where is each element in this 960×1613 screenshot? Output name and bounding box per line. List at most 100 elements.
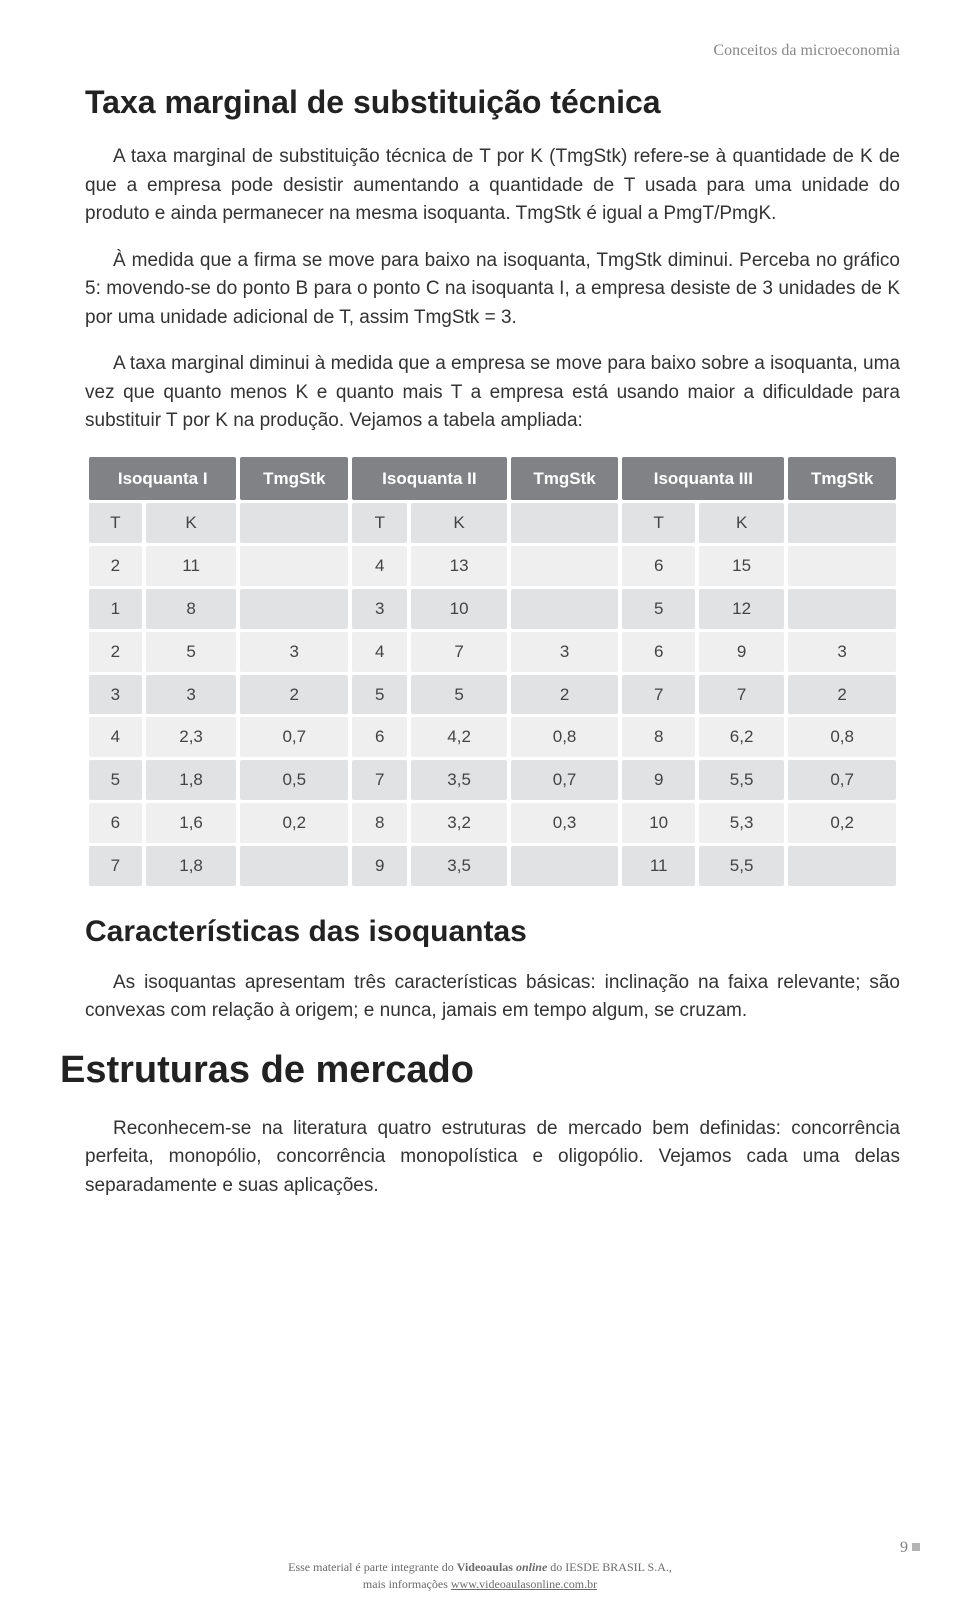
- table-cell: 8: [146, 589, 237, 629]
- table-cell: 11: [622, 846, 695, 886]
- table-cell: 0,7: [240, 717, 348, 757]
- sublabel-empty: [511, 503, 619, 543]
- section-title-tmgstk: Taxa marginal de substituição técnica: [85, 80, 900, 125]
- paragraph: À medida que a firma se move para baixo …: [85, 247, 900, 333]
- table-cell: 5,5: [699, 846, 784, 886]
- table-cell: 0,7: [511, 760, 619, 800]
- table-cell: 13: [411, 546, 506, 586]
- sublabel: T: [622, 503, 695, 543]
- table-cell: 4: [89, 717, 142, 757]
- table-cell: [511, 846, 619, 886]
- table-cell: 2: [240, 675, 348, 715]
- table-cell: 5: [411, 675, 506, 715]
- table-cell: 0,2: [788, 803, 896, 843]
- section-title-estruturas: Estruturas de mercado: [60, 1044, 900, 1097]
- table-row: 42,30,764,20,886,20,8: [89, 717, 896, 757]
- sublabel: K: [699, 503, 784, 543]
- table-subheader-row: T K T K T K: [89, 503, 896, 543]
- sublabel: K: [146, 503, 237, 543]
- paragraph: As isoquantas apresentam três caracterís…: [85, 969, 900, 1026]
- table-cell: 3: [352, 589, 407, 629]
- table-cell: 6,2: [699, 717, 784, 757]
- table-cell: 7: [352, 760, 407, 800]
- table-cell: 10: [411, 589, 506, 629]
- table-cell: 3: [788, 632, 896, 672]
- col-header: TmgStk: [240, 457, 348, 501]
- table-cell: 5: [352, 675, 407, 715]
- table-cell: [240, 846, 348, 886]
- table-cell: 0,5: [240, 760, 348, 800]
- table-cell: 5,5: [699, 760, 784, 800]
- table-cell: 3: [89, 675, 142, 715]
- table-cell: 7: [89, 846, 142, 886]
- sublabel: T: [89, 503, 142, 543]
- table-cell: [240, 589, 348, 629]
- sublabel: K: [411, 503, 506, 543]
- table-row: 18 310 512: [89, 589, 896, 629]
- sublabel: T: [352, 503, 407, 543]
- table-cell: 12: [699, 589, 784, 629]
- table-cell: 9: [699, 632, 784, 672]
- footer-text: mais informações: [363, 1577, 451, 1591]
- table-cell: 0,3: [511, 803, 619, 843]
- table-cell: 3: [240, 632, 348, 672]
- table-cell: 10: [622, 803, 695, 843]
- table-header-row: Isoquanta I TmgStk Isoquanta II TmgStk I…: [89, 457, 896, 501]
- table-cell: 2,3: [146, 717, 237, 757]
- table-cell: [511, 546, 619, 586]
- table-cell: 0,2: [240, 803, 348, 843]
- footer: Esse material é parte integrante do Vide…: [0, 1559, 960, 1593]
- col-header: TmgStk: [511, 457, 619, 501]
- table-cell: 6: [622, 632, 695, 672]
- footer-text: Esse material é parte integrante do: [288, 1560, 457, 1574]
- table-cell: 5: [146, 632, 237, 672]
- table-cell: 4: [352, 546, 407, 586]
- table-cell: 8: [352, 803, 407, 843]
- col-header: Isoquanta I: [89, 457, 236, 501]
- table-cell: 0,8: [511, 717, 619, 757]
- table-cell: 7: [411, 632, 506, 672]
- table-row: 51,80,573,50,795,50,7: [89, 760, 896, 800]
- table-row: 253473693: [89, 632, 896, 672]
- table-cell: 5: [622, 589, 695, 629]
- table-cell: 2: [89, 546, 142, 586]
- sublabel-empty: [240, 503, 348, 543]
- page-marker-icon: [912, 1543, 920, 1551]
- table-body: T K T K T K 2114136151831051225347369333…: [89, 503, 896, 885]
- table-cell: 1: [89, 589, 142, 629]
- table-cell: 7: [622, 675, 695, 715]
- table-cell: 3: [511, 632, 619, 672]
- table-row: 211413615: [89, 546, 896, 586]
- table-cell: 4,2: [411, 717, 506, 757]
- table-cell: [788, 589, 896, 629]
- table-cell: 2: [89, 632, 142, 672]
- table-cell: [788, 546, 896, 586]
- footer-text: do IESDE BRASIL S.A.,: [547, 1560, 672, 1574]
- col-header: Isoquanta II: [352, 457, 507, 501]
- paragraph: A taxa marginal diminui à medida que a e…: [85, 350, 900, 436]
- footer-link: www.videoaulasonline.com.br: [451, 1577, 597, 1591]
- table-cell: 6: [89, 803, 142, 843]
- table-cell: 0,7: [788, 760, 896, 800]
- footer-text-italic: online: [516, 1560, 547, 1574]
- table-cell: 4: [352, 632, 407, 672]
- table-row: 332552772: [89, 675, 896, 715]
- isoquant-table: Isoquanta I TmgStk Isoquanta II TmgStk I…: [85, 454, 900, 889]
- table-cell: 9: [352, 846, 407, 886]
- table-cell: 1,8: [146, 760, 237, 800]
- table-cell: 0,8: [788, 717, 896, 757]
- table-cell: [240, 546, 348, 586]
- table-cell: 7: [699, 675, 784, 715]
- table-cell: 3,2: [411, 803, 506, 843]
- table-cell: 3: [146, 675, 237, 715]
- table-cell: 2: [788, 675, 896, 715]
- table-cell: 3,5: [411, 846, 506, 886]
- paragraph: A taxa marginal de substituição técnica …: [85, 143, 900, 229]
- footer-text-bold: Videoaulas: [457, 1560, 516, 1574]
- table-cell: 1,6: [146, 803, 237, 843]
- table-row: 61,60,283,20,3105,30,2: [89, 803, 896, 843]
- page-number-value: 9: [900, 1539, 908, 1556]
- table-cell: 3,5: [411, 760, 506, 800]
- table-cell: 8: [622, 717, 695, 757]
- sublabel-empty: [788, 503, 896, 543]
